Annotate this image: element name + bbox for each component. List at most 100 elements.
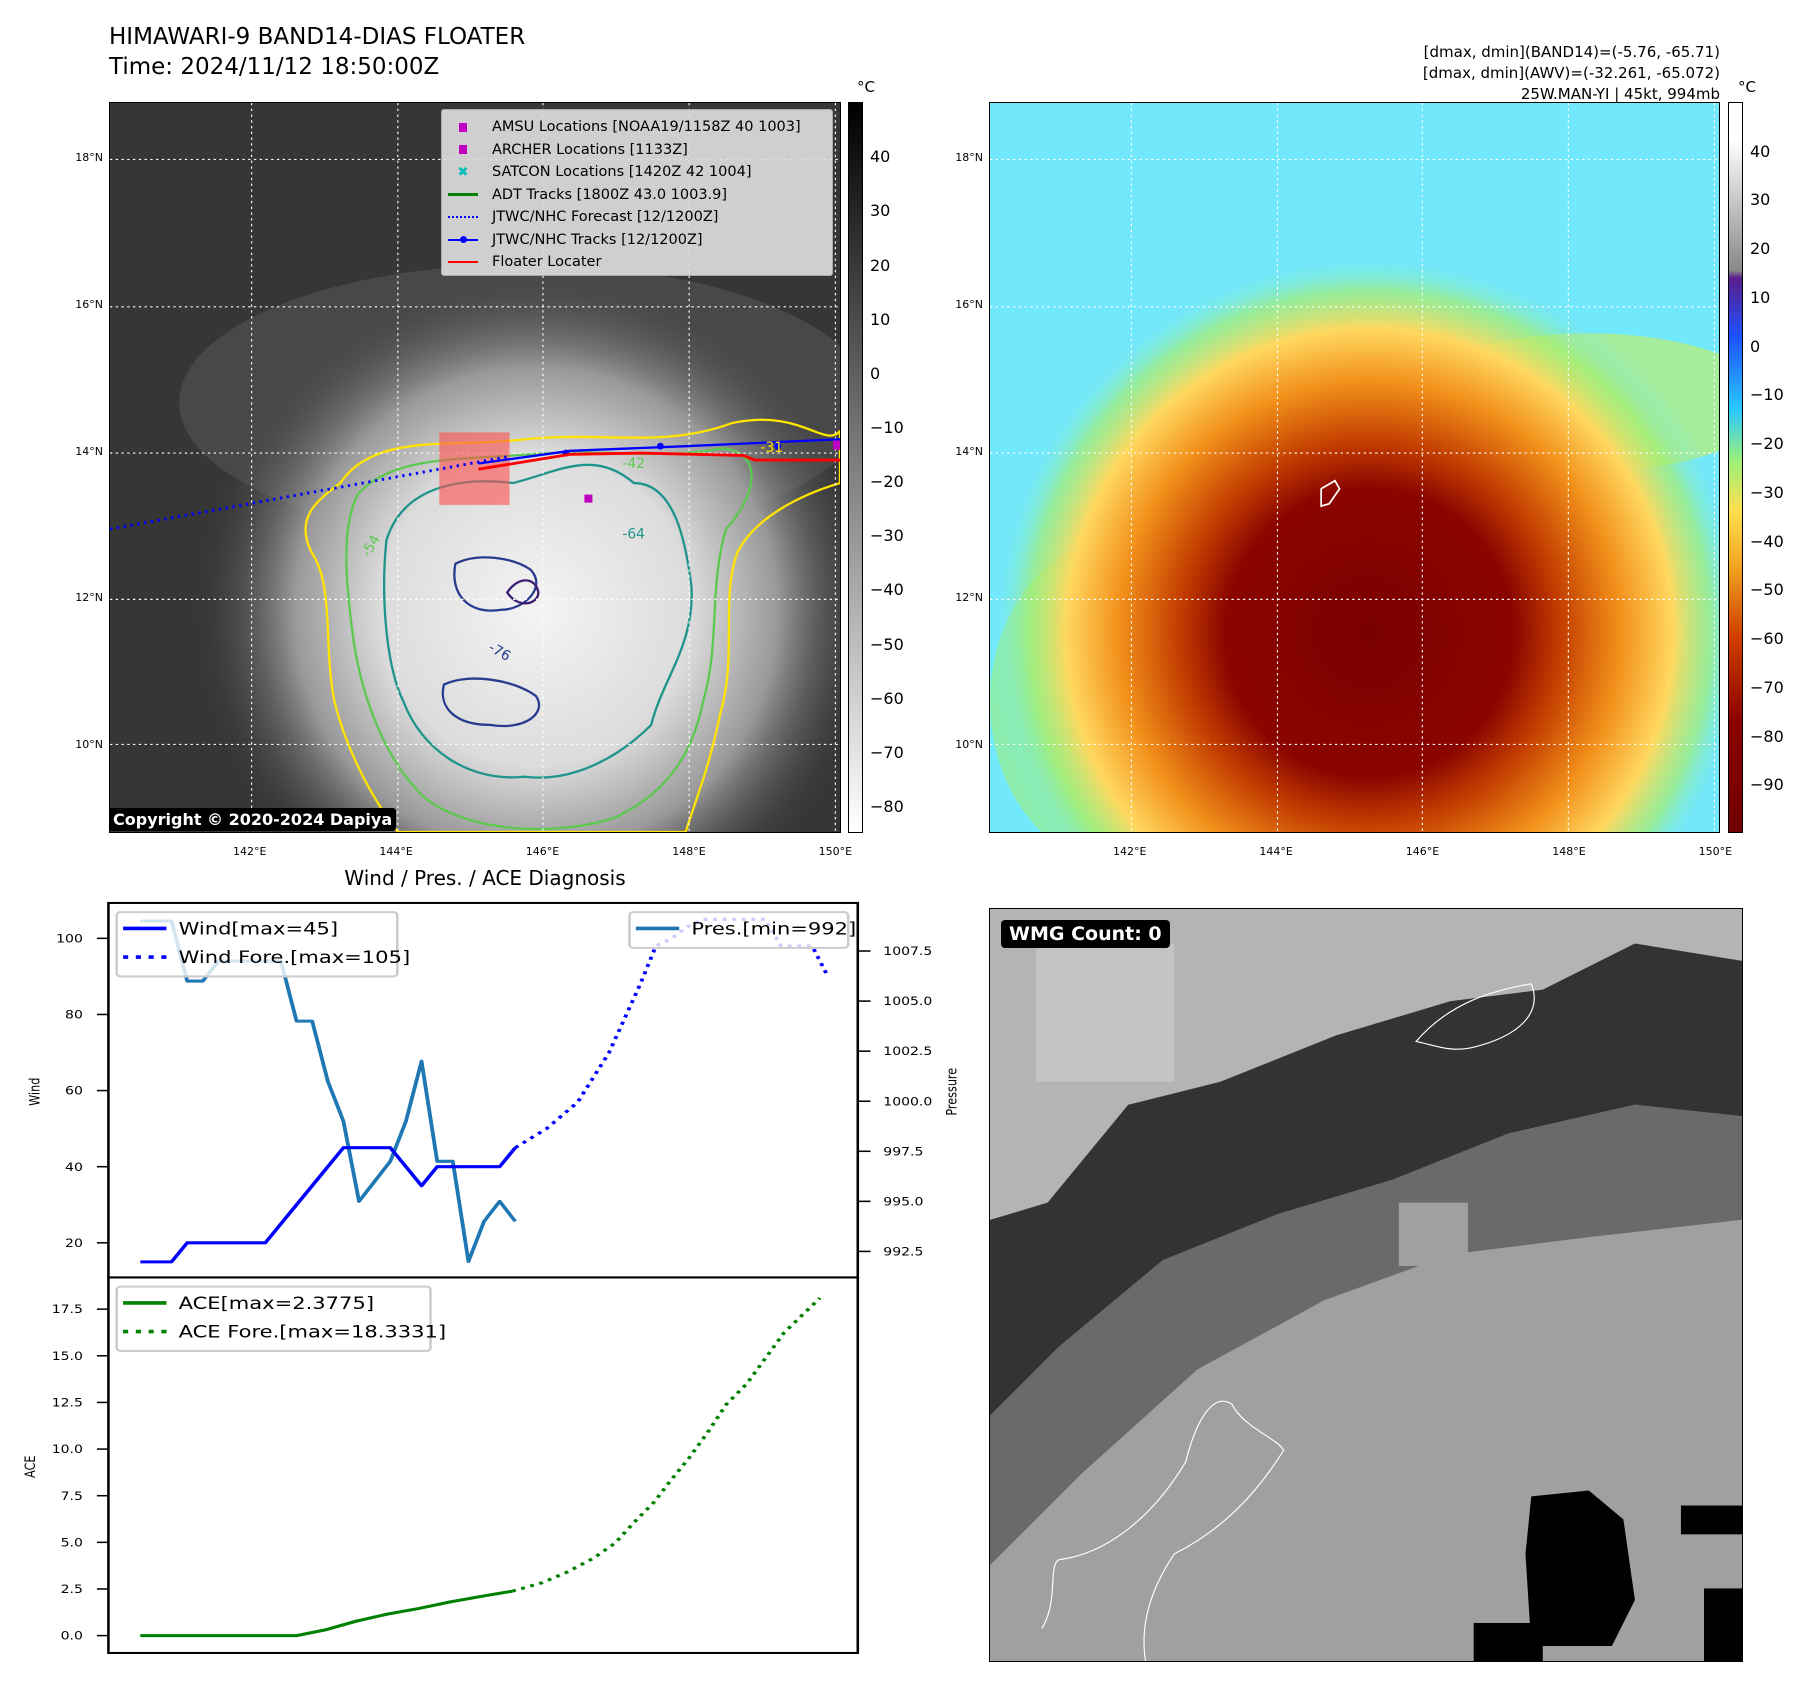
x-marker-icon: ✖ — [457, 164, 469, 180]
lat-tick-label: 18°N — [75, 151, 103, 165]
awv-colorbar-tick: −90 — [1750, 775, 1784, 795]
ir-colorbar-tick: −40 — [870, 580, 904, 600]
diagnosis-title: Wind / Pres. / ACE Diagnosis — [344, 866, 626, 890]
lat-tick-label: 16°N — [75, 298, 103, 312]
awv-colorbar-tick: 20 — [1750, 239, 1771, 259]
pressure-tick-label: 992.5 — [883, 1245, 923, 1258]
awv-colorbar-unit: °C — [1738, 78, 1756, 96]
series-line-ace-fore- — [511, 1296, 822, 1593]
pressure-legend — [628, 911, 850, 949]
awv-map-image — [990, 103, 1719, 832]
legend-label: ARCHER Locations [1133Z] — [492, 141, 688, 158]
ir-colorbar-tick: −80 — [870, 797, 904, 817]
pressure-tick-label: 997.5 — [883, 1145, 923, 1158]
awv-colorbar-tick: 0 — [1750, 336, 1761, 356]
pressure-tick-label: 995.0 — [883, 1195, 923, 1208]
contour-label: -42 — [622, 456, 645, 472]
lon-tick-label: 144°E — [379, 845, 413, 858]
copyright-label: Copyright © 2020-2024 Dapiya — [109, 808, 397, 831]
wind-tick-label: 40 — [65, 1160, 83, 1173]
lat-tick-label: 10°N — [75, 737, 103, 751]
line-marker-icon — [448, 255, 478, 269]
contour-label: -31 — [761, 440, 784, 456]
legend-label: Wind[max=45] — [179, 920, 339, 939]
wind-legend — [115, 911, 399, 978]
ace-tick-label: 15.0 — [52, 1349, 83, 1362]
ace-tick-label: 10.0 — [52, 1443, 83, 1456]
lon-tick-label: 142°E — [1113, 845, 1147, 858]
series-line-wind — [140, 1146, 517, 1264]
series-line-wind-fore- — [514, 917, 830, 1149]
legend-item: AMSU Locations [NOAA19/1158Z 40 1003] — [448, 116, 801, 138]
awv-colorbar-tick: −80 — [1750, 726, 1784, 746]
pressure-tick-label: 1002.5 — [883, 1045, 932, 1058]
contour-purple — [505, 579, 540, 605]
diagnosis-chart: 20 40 60 80 100 992.5 995.0 997.5 1000.0 1002.5 10… — [22, 901, 960, 1654]
contour-label: -64 — [622, 526, 645, 542]
legend-label: JTWC/NHC Tracks [12/1200Z] — [492, 231, 703, 248]
legend-label: SATCON Locations [1420Z 42 1004] — [492, 164, 752, 180]
lat-tick-label: 16°N — [955, 298, 983, 312]
square-marker-icon — [448, 120, 478, 134]
ace-tick-label: 7.5 — [61, 1489, 83, 1502]
ir-colorbar-tick: 0 — [870, 363, 881, 383]
legend-item: Floater Locater — [448, 251, 601, 273]
ir-colorbar-tick: 30 — [870, 201, 891, 221]
lon-tick-label: 150°E — [818, 845, 853, 858]
awv-colorbar-tick: −20 — [1750, 434, 1784, 454]
legend-label: ACE[max=2.3775] — [179, 1294, 374, 1313]
legend-item: ADT Tracks [1800Z 43.0 1003.9] — [448, 184, 727, 206]
contour-navy-1 — [453, 556, 538, 612]
forecast-track — [110, 455, 509, 531]
lon-tick-label: 148°E — [672, 845, 706, 858]
map-legend: AMSU Locations [NOAA19/1158Z 40 1003] ARC… — [441, 109, 833, 276]
ir-colorbar-tick: −10 — [870, 417, 904, 437]
lat-tick-label: 12°N — [955, 591, 983, 605]
awv-colorbar-tick: −30 — [1750, 482, 1784, 502]
contour-navy-2 — [441, 677, 541, 728]
pressure-tick-label: 1007.5 — [883, 945, 932, 958]
pressure-axis-label: Pressure — [943, 1068, 960, 1116]
ir-colorbar — [848, 102, 863, 833]
pressure-tick-label: 1005.0 — [883, 995, 932, 1008]
lat-tick-label: 12°N — [75, 591, 103, 605]
line-marker-icon — [448, 188, 478, 202]
ace-tick-label: 0.0 — [61, 1629, 83, 1642]
wmg-image — [990, 909, 1742, 1661]
lon-tick-label: 146°E — [1405, 845, 1440, 858]
awv-colorbar-tick: 10 — [1750, 287, 1771, 307]
lat-tick-label: 18°N — [955, 151, 983, 165]
awv-colorbar-tick: −60 — [1750, 629, 1784, 649]
ir-colorbar-tick: −50 — [870, 634, 904, 654]
archer-marker — [584, 494, 593, 503]
series-line-ace — [140, 1589, 513, 1638]
legend-item: JTWC/NHC Forecast [12/1200Z] — [448, 206, 718, 228]
legend-label: Wind Fore.[max=105] — [179, 948, 411, 967]
ir-colorbar-tick: 40 — [870, 147, 891, 167]
island-outline — [1320, 479, 1341, 508]
amsu-marker — [833, 440, 840, 450]
ace-tick-label: 5.0 — [61, 1536, 83, 1549]
ace-tick-label: 2.5 — [61, 1582, 83, 1595]
wind-tick-label: 100 — [56, 932, 83, 945]
contour-teal — [383, 463, 693, 779]
wind-axis-label: Wind — [26, 1078, 43, 1106]
floater-locater-track — [478, 451, 840, 471]
series-line-pres- — [140, 919, 517, 1263]
lat-tick-label: 10°N — [955, 737, 983, 751]
figure-time: Time: 2024/11/12 18:50:00Z — [109, 54, 440, 80]
square-marker-icon — [448, 143, 478, 157]
awv-map[interactable] — [989, 102, 1720, 833]
dotted-marker-icon — [448, 210, 478, 224]
pressure-tick-label: 1000.0 — [883, 1095, 932, 1108]
lat-tick-label: 14°N — [75, 444, 103, 458]
ace-plot-frame — [107, 1276, 860, 1654]
legend-label: JTWC/NHC Forecast [12/1200Z] — [492, 209, 719, 225]
ace-tick-label: 12.5 — [52, 1396, 83, 1409]
legend-item: ARCHER Locations [1133Z] — [448, 139, 688, 161]
ir-colorbar-tick: −30 — [870, 526, 904, 546]
lon-tick-label: 144°E — [1259, 845, 1293, 858]
legend-label: Floater Locater — [492, 254, 602, 270]
wmg-count-badge: WMG Count: 0 — [1001, 920, 1170, 948]
